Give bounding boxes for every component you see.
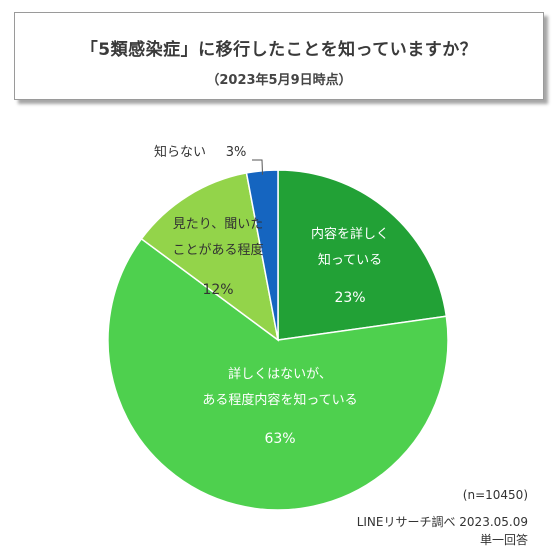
pie-slice-1 bbox=[277, 169, 448, 341]
slice-value-4: 3% bbox=[226, 145, 247, 160]
source-note: LINEリサーチ調べ 2023.05.09 bbox=[356, 515, 528, 529]
sample-size: (n=10450) bbox=[462, 488, 528, 502]
answer-type: 単一回答 bbox=[479, 533, 528, 547]
slice-value-1: 23% bbox=[334, 290, 365, 306]
slice-label-2: 詳しくはないが、ある程度内容を知っている bbox=[202, 366, 357, 408]
slice-value-2: 63% bbox=[264, 431, 295, 447]
pie-slice-3 bbox=[140, 172, 280, 342]
chart-subtitle: （2023年5月9日時点） bbox=[206, 73, 352, 88]
title-box: 「5類感染症」に移行したことを知っていますか？ （2023年5月9日時点） bbox=[14, 12, 544, 100]
slice-value-3: 12% bbox=[202, 282, 233, 298]
chart-title: 「5類感染症」に移行したことを知っていますか？ bbox=[80, 40, 478, 60]
slice-label-1: 内容を詳しく知っている bbox=[311, 226, 389, 268]
slice-label-3: 見たり、聞いたことがある程度 bbox=[172, 217, 263, 258]
slice-label-4: 知らない bbox=[154, 144, 206, 160]
pie-slice-2 bbox=[107, 237, 449, 511]
leader-line bbox=[252, 159, 263, 175]
